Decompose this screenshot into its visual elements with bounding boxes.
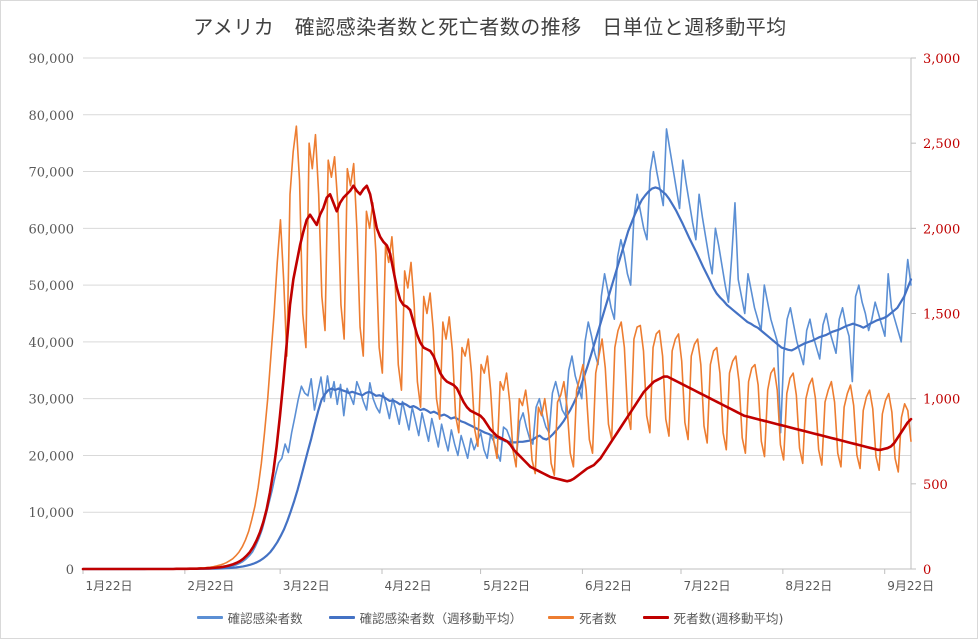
x-axis-tick-label: 8月22日	[785, 579, 832, 593]
left-axis-labels: 0 10,000 20,000 30,000 40,000 50,000 60,000 70,…	[29, 52, 75, 578]
right-axis-tick-label: 1,000	[923, 393, 960, 408]
x-axis-tick-label: 9月22日	[887, 579, 934, 593]
right-axis-tick-label: 2,000	[923, 222, 960, 237]
right-axis-tick-label: 500	[923, 478, 948, 493]
left-axis-tick-label: 40,000	[29, 336, 75, 351]
x-axis-labels: 1月22日 2月22日 3月22日 4月22日 5月22日 6月22日 7月22日 8月22日…	[86, 579, 935, 593]
left-axis-tick-label: 80,000	[29, 109, 75, 124]
right-axis-tick-label: 0	[923, 563, 931, 578]
legend-item-1[interactable]: 確認感染者数（週移動平均）	[328, 608, 523, 627]
legend-swatch-icon	[196, 616, 223, 619]
legend-label: 確認感染者数	[227, 611, 303, 626]
chart-title: アメリカ 確認感染者数と死亡者数の推移 日単位と週移動平均	[193, 15, 787, 39]
x-axis-tick-label: 3月22日	[283, 579, 330, 593]
legend-item-2[interactable]: 死者数	[548, 608, 617, 627]
right-axis-tick-label: 1,500	[923, 308, 960, 323]
left-axis-tick-label: 0	[66, 563, 74, 578]
gridlines	[83, 57, 911, 570]
left-axis-tick-label: 60,000	[29, 222, 75, 237]
series-line-2	[82, 125, 912, 570]
left-axis-tick-label: 30,000	[29, 393, 75, 408]
right-axis-labels: 0 500 1,000 1,500 2,000 2,500 3,000	[923, 52, 960, 578]
legend-item-0[interactable]: 確認感染者数	[196, 608, 303, 627]
chart-legend: 確認感染者数 確認感染者数（週移動平均） 死者数 死者数(週移動平均)	[1, 608, 977, 627]
left-axis-tick-label: 50,000	[29, 279, 75, 294]
legend-label: 死者数	[579, 611, 617, 626]
legend-swatch-icon	[642, 616, 669, 619]
legend-label: 死者数(週移動平均)	[673, 611, 784, 626]
legend-label: 確認感染者数（週移動平均）	[359, 611, 523, 626]
left-axis-tick-label: 70,000	[29, 166, 75, 181]
series-line-3	[81, 184, 913, 571]
left-axis-tick-label: 90,000	[29, 52, 75, 67]
x-axis-tick-label: 2月22日	[187, 579, 234, 593]
legend-swatch-icon	[548, 616, 575, 619]
left-axis-tick-label: 20,000	[29, 449, 75, 464]
x-axis-tick-label: 1月22日	[86, 579, 133, 593]
data-series-group	[81, 125, 913, 571]
x-axis-tick-label: 4月22日	[385, 579, 432, 593]
x-axis-tick-label: 6月22日	[585, 579, 632, 593]
left-axis-tick-label: 10,000	[29, 506, 75, 521]
x-axis-tick-label: 5月22日	[483, 579, 530, 593]
legend-item-3[interactable]: 死者数(週移動平均)	[642, 608, 784, 627]
x-axis-tick-label: 7月22日	[684, 579, 731, 593]
axis-tickmarks	[82, 57, 916, 574]
right-axis-tick-label: 2,500	[923, 137, 960, 152]
legend-swatch-icon	[328, 616, 355, 619]
right-axis-tick-label: 3,000	[923, 52, 960, 67]
